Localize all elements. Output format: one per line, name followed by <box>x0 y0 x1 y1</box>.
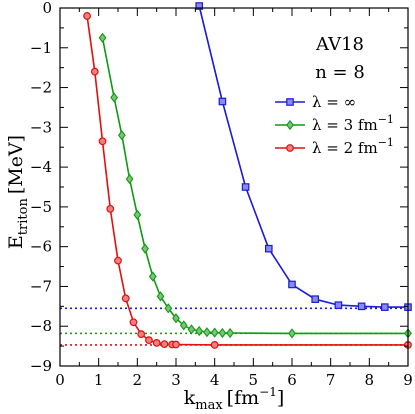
data-point <box>98 137 107 146</box>
x-tick-label: 7 <box>326 371 336 389</box>
legend: λ = ∞ λ = 3 fm−1λ = 2 fm−1 <box>275 93 394 157</box>
legend-item: λ = ∞ <box>275 93 356 111</box>
data-point <box>164 303 173 314</box>
axis-ticks <box>59 7 409 367</box>
data-point <box>381 303 389 311</box>
data-point <box>288 328 296 339</box>
data-point <box>83 12 91 20</box>
data-point <box>90 67 99 76</box>
data-point <box>218 327 227 339</box>
legend-label: λ = 3 fm−1 <box>312 113 394 134</box>
data-point <box>288 280 296 289</box>
x-tick-label: 6 <box>287 371 297 389</box>
y-tick-label: −1 <box>30 39 52 57</box>
data-point <box>129 318 138 327</box>
reference-lines <box>60 307 408 346</box>
data-point <box>334 301 343 309</box>
legend-marker <box>286 119 294 131</box>
tick-labels: 0 1 2 3 4 5 6 7 8 9 0 −1 −2 −3 −4 −5 −6 −7 −8 −9 <box>30 0 413 389</box>
data-point <box>210 341 219 349</box>
series-2 <box>83 12 412 349</box>
y-tick-label: −8 <box>30 317 52 335</box>
series-layer <box>83 2 412 349</box>
legend-marker <box>286 144 294 152</box>
data-point <box>98 32 107 43</box>
data-point <box>187 324 196 335</box>
x-axis-label: kmax [fm−1] <box>184 385 285 413</box>
model-annotation: AV18 <box>315 34 364 55</box>
y-axis-label: Etriton[MeV] <box>5 135 31 249</box>
data-point <box>114 256 122 265</box>
y-tick-label: −6 <box>30 238 52 256</box>
data-point <box>241 183 250 191</box>
data-point <box>106 204 115 213</box>
data-point <box>210 327 219 338</box>
data-point <box>117 130 126 141</box>
x-tick-label: 4 <box>210 371 220 389</box>
series-1 <box>98 32 412 339</box>
x-tick-label: 3 <box>171 371 181 389</box>
legend-item: λ = 3 fm−1 <box>275 113 394 134</box>
y-tick-label: −7 <box>30 277 52 295</box>
y-tick-label: −9 <box>30 357 52 375</box>
legend-label: λ = 2 fm−1 <box>312 136 394 157</box>
x-tick-label: 8 <box>365 371 375 389</box>
data-point <box>265 244 273 253</box>
x-tick-label: 0 <box>55 371 65 389</box>
x-tick-label: 1 <box>94 371 104 389</box>
data-point <box>226 327 235 339</box>
y-tick-label: −3 <box>30 118 52 136</box>
y-tick-label: −4 <box>30 158 52 176</box>
data-point <box>195 2 204 10</box>
data-point <box>179 320 188 331</box>
x-tick-label: 5 <box>249 371 259 389</box>
data-point <box>125 173 134 185</box>
series-line <box>198 5 408 308</box>
data-point <box>145 336 153 345</box>
data-point <box>203 327 211 338</box>
y-tick-label: −2 <box>30 79 52 97</box>
data-point <box>195 325 204 337</box>
data-point <box>156 291 165 302</box>
data-point <box>160 340 169 349</box>
series-0 <box>195 2 412 311</box>
data-point <box>141 243 149 254</box>
legend-marker <box>286 98 294 106</box>
y-tick-label: −5 <box>30 198 52 216</box>
legend-label: λ = ∞ <box>312 93 356 111</box>
x-tick-label: 2 <box>133 371 143 389</box>
data-point <box>121 294 130 303</box>
data-point <box>137 330 146 339</box>
data-point <box>311 295 320 303</box>
data-point <box>218 97 227 106</box>
x-tick-label: 9 <box>403 371 413 389</box>
data-point <box>357 302 366 311</box>
data-point <box>110 92 119 103</box>
data-point <box>152 339 161 347</box>
data-point <box>172 313 180 324</box>
data-point <box>133 209 142 220</box>
data-point <box>172 340 180 349</box>
y-tick-label: 0 <box>42 0 52 17</box>
legend-item: λ = 2 fm−1 <box>275 136 394 157</box>
data-point <box>148 271 157 282</box>
n-annotation: n = 8 <box>315 62 365 83</box>
